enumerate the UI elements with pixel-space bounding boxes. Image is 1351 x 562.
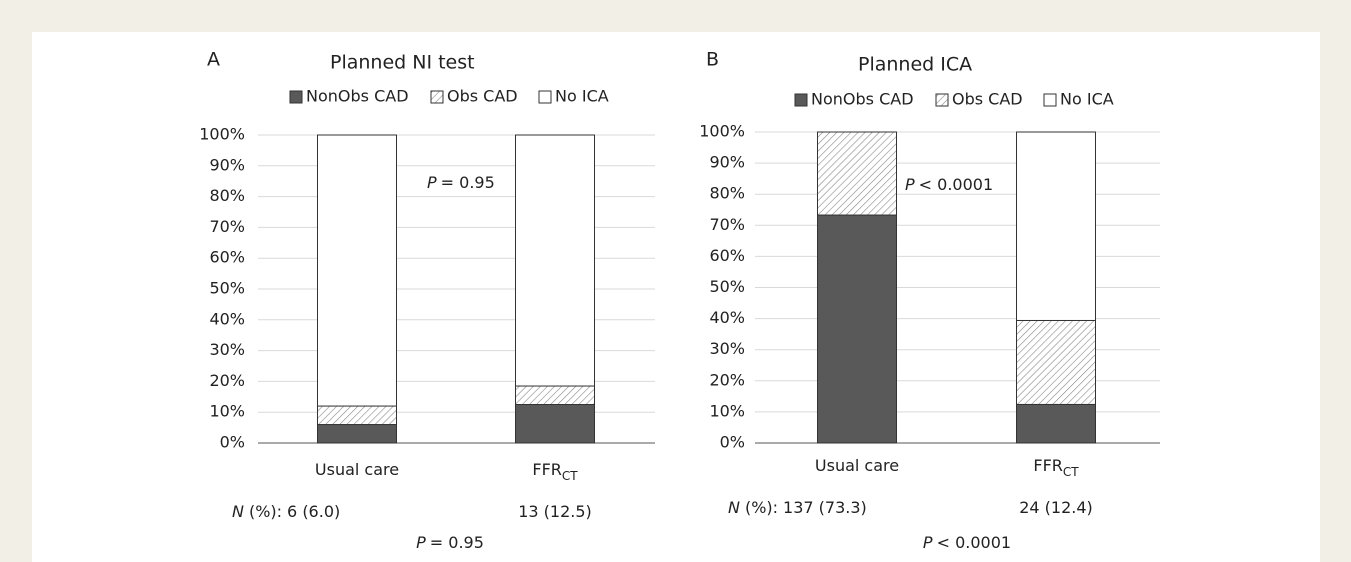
n-label: N (%): 137 (73.3) <box>728 498 867 517</box>
bar-segment <box>317 405 397 426</box>
n-value: 6 (6.0) <box>287 502 340 521</box>
bar-segment <box>1016 131 1096 321</box>
legend-label: Obs CAD <box>952 90 1023 109</box>
n-value: 24 (12.4) <box>1019 498 1093 517</box>
legend-swatch <box>289 90 303 104</box>
p-symbol: P <box>416 533 426 552</box>
p-value: < 0.0001 <box>937 533 1011 552</box>
bar-segment <box>515 404 595 444</box>
bar-segment <box>1016 319 1096 405</box>
category-subscript: CT <box>562 469 578 483</box>
y-tick-label: 100% <box>699 122 745 141</box>
bar-segment <box>317 134 397 407</box>
category-name: FFR <box>1033 456 1063 475</box>
n-label: N (%): 6 (6.0) <box>232 502 340 521</box>
y-tick-label: 90% <box>209 155 245 174</box>
p-value: = 0.95 <box>441 173 495 192</box>
legend-swatch <box>1043 93 1057 107</box>
n-symbol: N <box>728 498 740 517</box>
bar-segment <box>317 424 397 444</box>
legend-label: NonObs CAD <box>306 87 409 106</box>
bar-segment <box>817 131 897 216</box>
y-tick-label: 10% <box>209 402 245 421</box>
y-tick-label: 20% <box>709 370 745 389</box>
n-value: 13 (12.5) <box>518 502 592 521</box>
legend-label: No ICA <box>555 87 609 106</box>
y-tick-label: 10% <box>709 401 745 420</box>
y-tick-label: 90% <box>709 153 745 172</box>
p-value: < 0.0001 <box>919 175 993 194</box>
p-footer: P = 0.95 <box>416 533 484 552</box>
legend-label: NonObs CAD <box>811 90 914 109</box>
y-tick-label: 80% <box>709 184 745 203</box>
legend-label: Obs CAD <box>447 87 518 106</box>
y-tick-label: 60% <box>709 246 745 265</box>
y-tick-label: 0% <box>720 433 745 452</box>
n-prefix: (%): <box>249 502 282 521</box>
x-tick-label: Usual care <box>815 456 899 475</box>
p-symbol: P <box>427 173 437 192</box>
p-annotation: P = 0.95 <box>427 173 495 192</box>
bar-segment <box>515 385 595 405</box>
panel-label: A <box>207 49 220 71</box>
chart-title: Planned NI test <box>330 52 475 74</box>
legend-label: No ICA <box>1060 90 1114 109</box>
p-symbol: P <box>923 533 933 552</box>
legend-swatch <box>430 90 444 104</box>
n-symbol: N <box>232 502 244 521</box>
y-tick-label: 40% <box>709 308 745 327</box>
p-annotation: P < 0.0001 <box>905 175 993 194</box>
y-tick-label: 30% <box>709 339 745 358</box>
legend-swatch <box>935 93 949 107</box>
y-tick-label: 100% <box>199 125 245 144</box>
panel-label: B <box>706 49 719 71</box>
x-tick-label: Usual care <box>315 460 399 479</box>
category-subscript: CT <box>1063 465 1079 479</box>
y-tick-label: 70% <box>709 215 745 234</box>
y-tick-label: 0% <box>220 433 245 452</box>
category-name: Usual care <box>815 456 899 475</box>
bar-segment <box>817 214 897 444</box>
y-tick-label: 80% <box>209 186 245 205</box>
n-label: 24 (12.4) <box>1019 498 1093 517</box>
y-tick-label: 40% <box>209 309 245 328</box>
legend-swatch <box>794 93 808 107</box>
y-tick-label: 30% <box>209 340 245 359</box>
y-tick-label: 50% <box>709 277 745 296</box>
n-prefix: (%): <box>745 498 778 517</box>
chart-title: Planned ICA <box>858 54 972 76</box>
p-value: = 0.95 <box>430 533 484 552</box>
x-tick-label: FFRCT <box>1033 456 1079 479</box>
y-tick-label: 60% <box>209 248 245 267</box>
p-footer: P < 0.0001 <box>923 533 1011 552</box>
n-label: 13 (12.5) <box>518 502 592 521</box>
bar-segment <box>515 134 595 387</box>
legend-swatch <box>538 90 552 104</box>
p-symbol: P <box>905 175 915 194</box>
y-tick-label: 50% <box>209 279 245 298</box>
category-name: FFR <box>532 460 562 479</box>
y-tick-label: 70% <box>209 217 245 236</box>
y-tick-label: 20% <box>209 371 245 390</box>
panel-background <box>32 32 1320 562</box>
category-name: Usual care <box>315 460 399 479</box>
bar-segment <box>1016 403 1096 444</box>
n-value: 137 (73.3) <box>783 498 867 517</box>
x-tick-label: FFRCT <box>532 460 578 483</box>
